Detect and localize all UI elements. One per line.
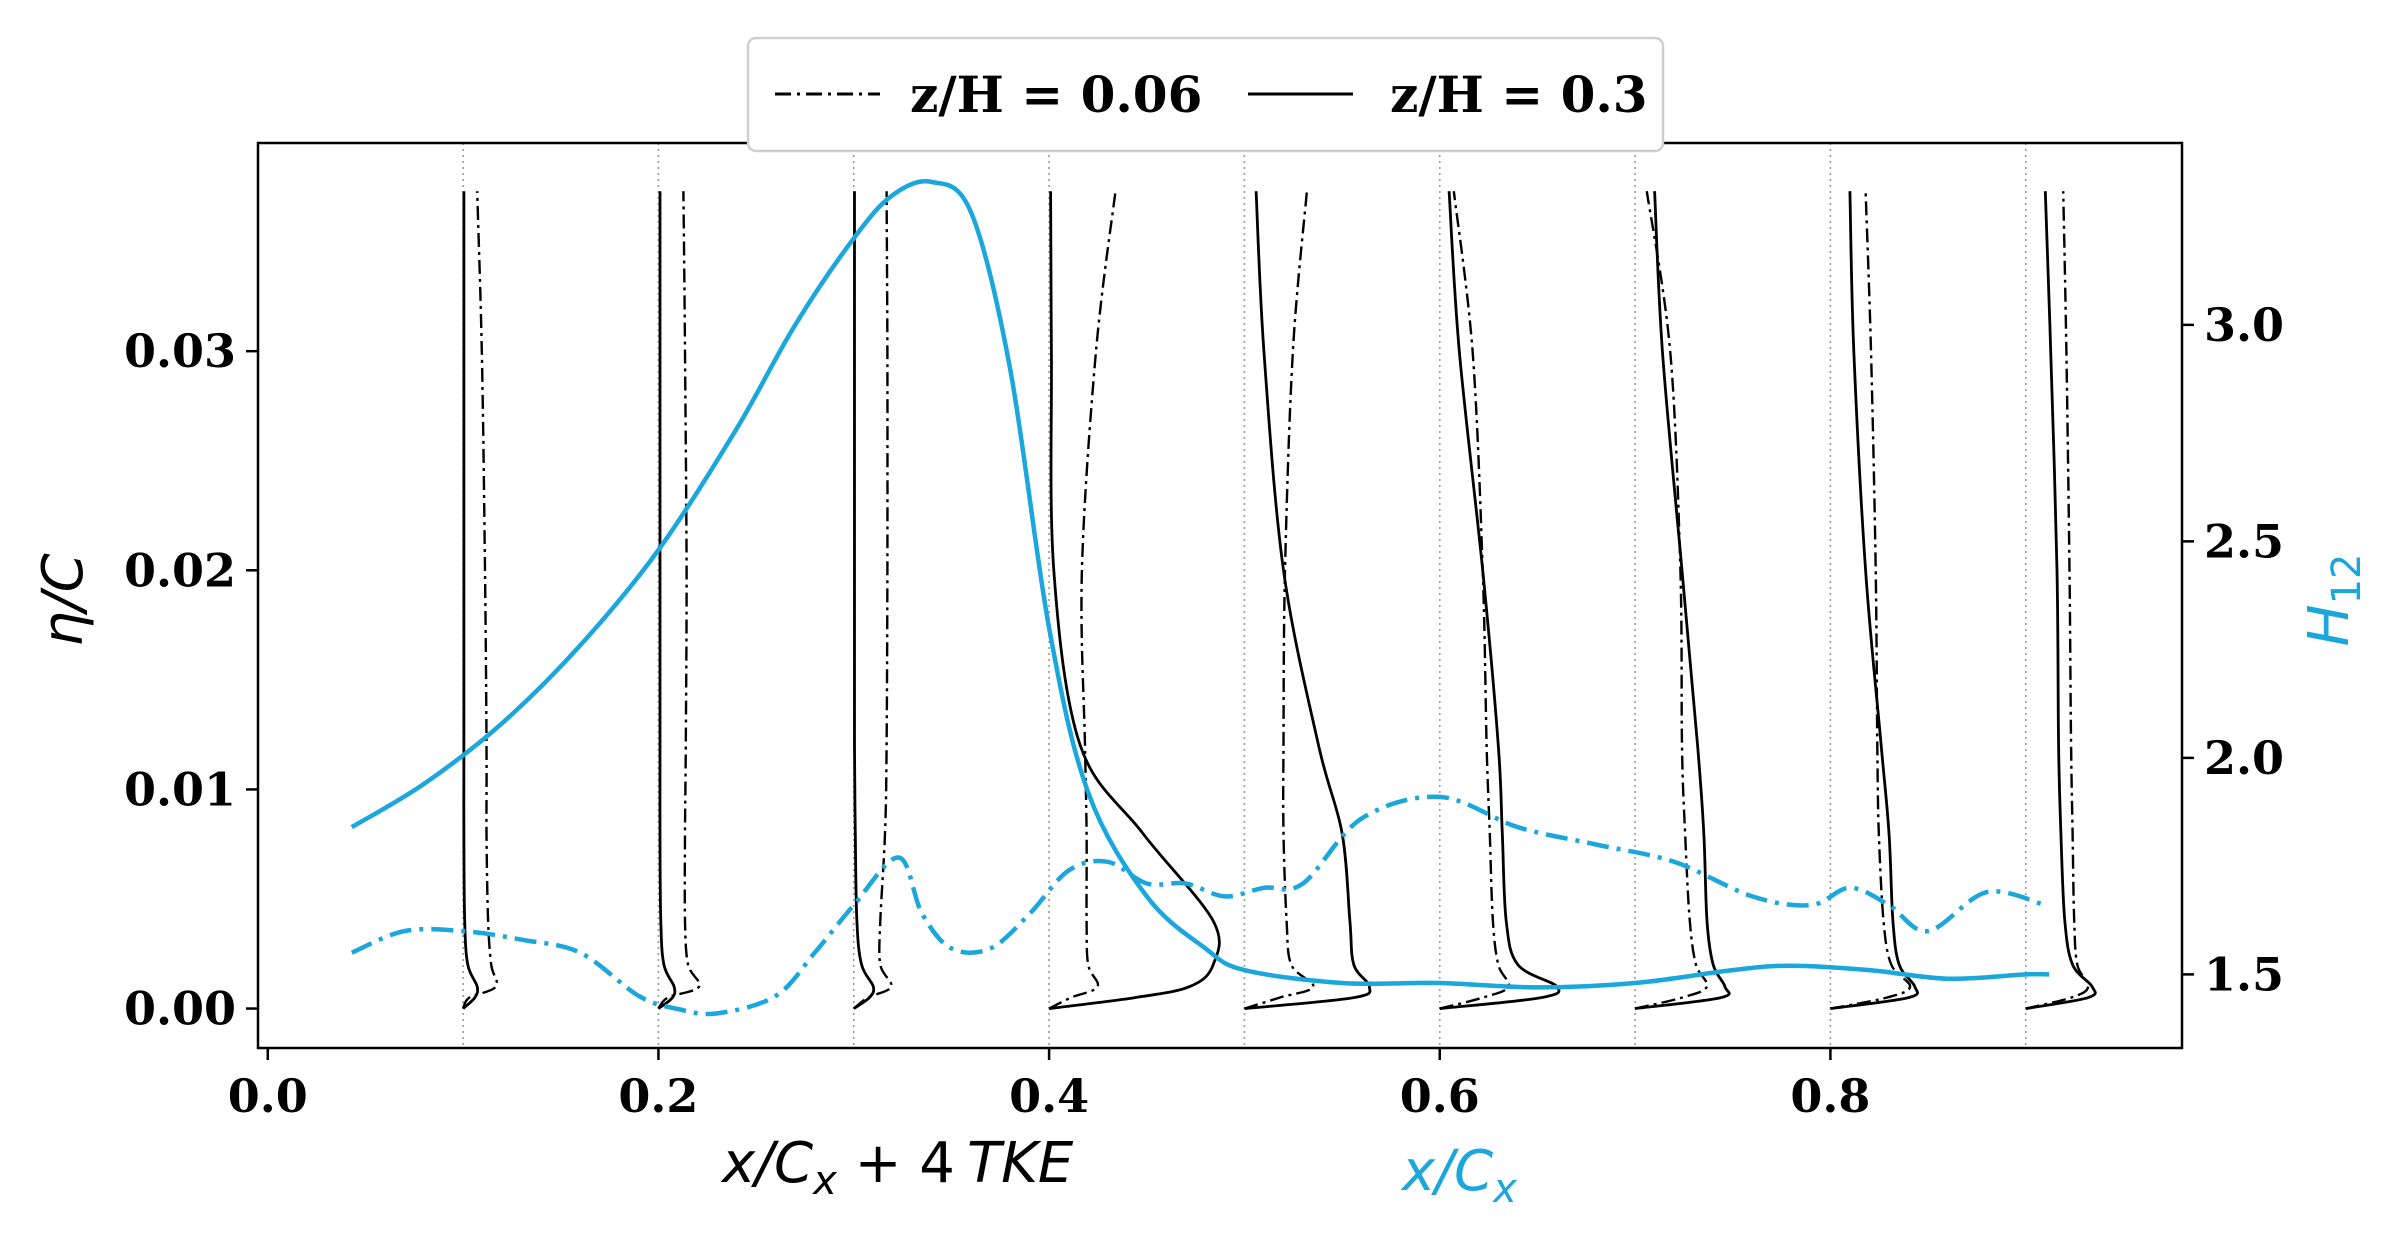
x-tick-label-0: 0.0 xyxy=(228,1069,308,1123)
y-left-axis-label: η/C xyxy=(31,553,96,646)
x-tick-label-1: 0.2 xyxy=(618,1069,698,1123)
x-tick-label-3: 0.6 xyxy=(1400,1069,1480,1123)
y-left-tick-label-0: 0.00 xyxy=(124,982,236,1036)
profile-z03-station-6 xyxy=(1634,191,1731,1010)
profile-z006-station-2 xyxy=(853,191,893,1010)
profile-z006-station-0 xyxy=(461,191,499,1010)
y-right-tick-label-2: 2.5 xyxy=(2204,514,2284,568)
x-axis-label: x/Cx + 4 TKE xyxy=(720,1131,1074,1204)
tke-profiles xyxy=(461,191,2097,1010)
profile-z03-station-5 xyxy=(1439,191,1561,1010)
profile-z03-station-0 xyxy=(462,191,480,1010)
h12-line-z03 xyxy=(350,179,2050,990)
y-left-tick-label-1: 0.01 xyxy=(124,762,236,816)
y-right-axis-label: H12 xyxy=(2297,553,2370,646)
h12-line-z006 xyxy=(350,794,2046,1017)
profile-z006-station-5 xyxy=(1439,191,1511,1010)
profile-z006-station-4 xyxy=(1244,191,1315,1010)
y-right-tick-label-0: 1.5 xyxy=(2204,947,2284,1001)
y-right-tick-label-1: 2.0 xyxy=(2204,731,2284,785)
profile-z006-station-8 xyxy=(2025,191,2090,1010)
profile-z03-station-1 xyxy=(657,191,677,1010)
y-left-axis-ticks: 0.00 0.01 0.02 0.03 xyxy=(124,324,258,1036)
y-right-axis-ticks: 1.5 2.0 2.5 3.0 xyxy=(2182,298,2284,1001)
profile-z03-station-8 xyxy=(2025,191,2097,1010)
profile-z006-station-7 xyxy=(1830,191,1912,1010)
x-axis-ticks: 0.0 0.2 0.4 0.6 0.8 xyxy=(228,1048,1870,1123)
x-tick-label-2: 0.4 xyxy=(1009,1069,1089,1123)
profile-z03-station-7 xyxy=(1830,191,1919,1010)
x-tick-label-4: 0.8 xyxy=(1790,1069,1870,1123)
profile-z006-station-1 xyxy=(657,191,701,1010)
profile-z03-station-4 xyxy=(1244,191,1372,1010)
legend: z/H = 0.06 z/H = 0.3 xyxy=(746,36,1665,153)
x-axis-label-secondary: x/Cx xyxy=(1400,1139,1517,1212)
station-gridlines xyxy=(462,143,2027,1048)
legend-box xyxy=(746,36,1665,153)
profile-z03-station-2 xyxy=(852,191,876,1010)
y-right-tick-label-3: 3.0 xyxy=(2204,298,2284,352)
legend-label-z03: z/H = 0.3 xyxy=(1390,65,1648,124)
legend-label-z006: z/H = 0.06 xyxy=(910,65,1202,124)
h12-curves xyxy=(350,179,2050,1017)
y-left-tick-label-3: 0.03 xyxy=(124,324,236,378)
profile-z006-station-3 xyxy=(1048,191,1117,1010)
profile-z006-station-6 xyxy=(1634,191,1709,1010)
y-left-tick-label-2: 0.02 xyxy=(124,543,236,597)
profile-z03-station-3 xyxy=(1048,191,1221,1010)
